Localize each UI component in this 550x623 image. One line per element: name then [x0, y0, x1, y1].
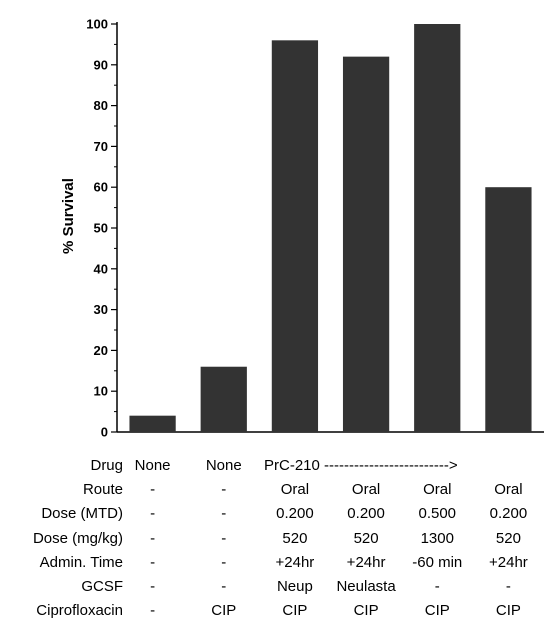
bar	[414, 24, 461, 432]
table-cell: -	[221, 481, 227, 499]
table-cell: Oral	[423, 481, 452, 499]
y-axis-label: % Survival	[60, 178, 77, 254]
y-tick-label: 20	[94, 343, 108, 358]
table-cell: -	[150, 602, 156, 620]
table-cell: CIP	[495, 602, 521, 620]
table-cell: -	[150, 529, 156, 547]
y-tick-label: 80	[94, 98, 108, 113]
axes: 0 10 20 30 40 50 60 70 80 90 100	[86, 17, 544, 440]
survival-bar-chart: 0 10 20 30 40 50 60 70 80 90 100 % Survival	[60, 17, 544, 440]
y-tick-label: 10	[94, 384, 108, 399]
table-cell: 0.500	[418, 505, 457, 523]
table-cell: 0.200	[489, 505, 528, 523]
table-cell: 1300	[420, 529, 454, 547]
table-cell: -	[150, 553, 156, 571]
table-cell: -	[150, 481, 156, 499]
table-cell: +24hr	[489, 553, 528, 571]
y-tick-label: 70	[94, 139, 108, 154]
row-label: Dose (mg/kg)	[32, 529, 123, 547]
table-cell: -	[221, 505, 227, 523]
table-row: Admin. Time - - +24hr +24hr -60 min +24hr	[0, 551, 550, 575]
table-cell: 520	[282, 529, 308, 547]
table-cell: 0.200	[276, 505, 314, 523]
table-cell: Oral	[280, 481, 310, 499]
table-cell: CIP	[353, 602, 379, 620]
table-row: GCSF - - Neup Neulasta - -	[0, 575, 550, 599]
table-cell: Neup	[276, 577, 313, 595]
table-cell: None	[205, 457, 242, 474]
table-cell: -	[221, 529, 227, 547]
table-cell: -60 min	[412, 553, 463, 571]
bar	[129, 415, 176, 432]
table-cell: -	[221, 553, 227, 571]
table-cell: -	[434, 577, 440, 595]
table-cell: 520	[495, 529, 521, 547]
table-cell: Oral	[351, 481, 381, 499]
table-row: Dose (mg/kg) - - 520 520 1300 520	[0, 527, 550, 551]
table-cell: -	[150, 505, 156, 523]
bar	[200, 366, 247, 432]
table-cell: CIP	[282, 602, 308, 620]
table-cell: None	[134, 457, 171, 474]
table-cell: CIP	[211, 602, 237, 620]
y-tick-label: 40	[94, 261, 108, 276]
table-cell: -	[505, 577, 511, 595]
y-tick-label: 60	[94, 180, 108, 195]
table-cell: -	[221, 577, 227, 595]
row-label: Drug	[90, 457, 123, 474]
table-cell: CIP	[424, 602, 450, 620]
y-tick-label: 90	[94, 57, 108, 72]
table-cell: 520	[353, 529, 379, 547]
y-tick-label: 30	[94, 302, 108, 317]
row-label: GCSF	[81, 577, 123, 595]
table-cell: -	[150, 577, 156, 595]
table-row: Dose (MTD) - - 0.200 0.200 0.500 0.200	[0, 502, 550, 526]
bar	[342, 56, 390, 432]
y-tick-label: 50	[94, 221, 108, 236]
conditions-table: Drug None None PrC-210 --------------------…	[0, 454, 550, 623]
table-row: Drug None None PrC-210 --------------------…	[0, 454, 550, 478]
table-cell: 0.200	[347, 505, 385, 523]
drug-span-arrow: PrC-210 ------------------------->	[264, 457, 458, 474]
table-cell: Neulasta	[336, 577, 396, 595]
row-label: Ciprofloxacin	[36, 602, 123, 620]
table-cell: Oral	[494, 481, 523, 499]
bars	[129, 24, 532, 432]
bar	[271, 40, 319, 432]
table-cell: +24hr	[275, 553, 315, 571]
row-label: Route	[82, 481, 123, 499]
table-row: Ciprofloxacin - CIP CIP CIP CIP CIP	[0, 599, 550, 623]
bar	[485, 187, 532, 432]
table-cell: +24hr	[346, 553, 386, 571]
y-tick-label: 0	[101, 425, 108, 440]
table-row: Route - - Oral Oral Oral Oral	[0, 478, 550, 502]
y-tick-label: 100	[86, 17, 108, 32]
row-label: Admin. Time	[39, 553, 123, 571]
row-label: Dose (MTD)	[41, 505, 123, 523]
